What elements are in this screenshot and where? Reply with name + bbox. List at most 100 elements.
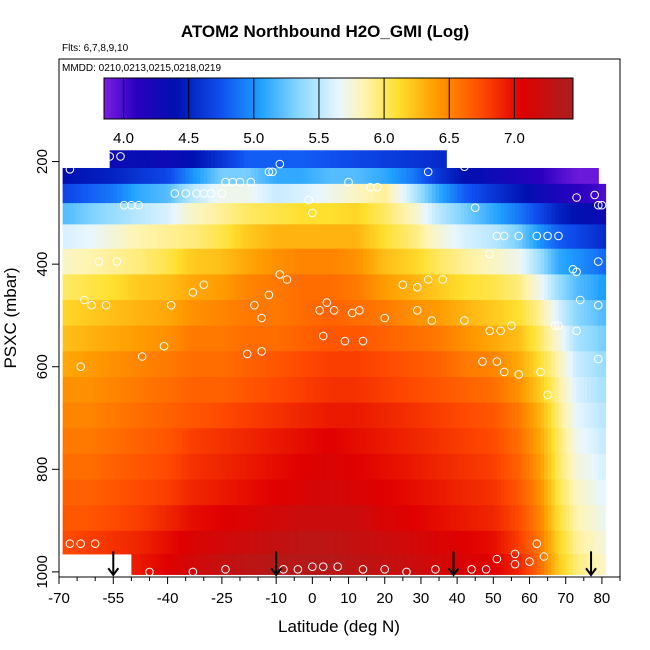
heatmap-cell — [428, 428, 433, 455]
heatmap-cell — [417, 274, 422, 301]
heatmap-cell — [290, 183, 295, 204]
heatmap-cell — [109, 183, 114, 204]
heatmap-cell — [272, 351, 277, 378]
heatmap-cell — [363, 300, 368, 327]
heatmap-cell — [525, 428, 531, 455]
heatmap-cell — [185, 376, 190, 404]
heatmap-cell — [348, 530, 353, 555]
heatmap-cell — [250, 167, 256, 185]
heatmap-cell — [424, 351, 429, 378]
heatmap-cell — [569, 402, 574, 429]
heatmap-cell — [160, 402, 165, 429]
heatmap-cell — [591, 453, 596, 481]
heatmap-cell — [279, 553, 284, 575]
heatmap-cell — [265, 553, 270, 575]
heatmap-cell — [587, 248, 592, 275]
heatmap-cell — [507, 325, 513, 352]
heatmap-cell — [446, 183, 451, 204]
heatmap-cell — [551, 224, 556, 250]
heatmap-cell — [478, 325, 484, 352]
observation-point — [65, 539, 75, 549]
heatmap-cell — [504, 530, 509, 555]
heatmap-cell — [428, 553, 433, 575]
observation-point — [554, 231, 563, 241]
heatmap-cell — [580, 325, 585, 352]
heatmap-cell — [467, 224, 473, 250]
heatmap-cell — [554, 248, 560, 275]
heatmap-cell — [388, 351, 393, 378]
heatmap-cell — [84, 183, 89, 204]
heatmap-cell — [142, 248, 147, 275]
heatmap-cell — [442, 183, 447, 204]
heatmap-cell — [149, 505, 154, 532]
heatmap-cell — [482, 505, 487, 532]
heatmap-cell — [551, 505, 556, 532]
y-tick-label: 1000 — [34, 555, 51, 588]
heatmap-cell — [576, 453, 581, 481]
heatmap-cell — [323, 553, 328, 575]
heatmap-cell — [467, 402, 473, 429]
heatmap-cell — [243, 150, 248, 169]
heatmap-cell — [337, 325, 342, 352]
heatmap-cell — [565, 300, 570, 327]
heatmap-cell — [283, 183, 288, 204]
heatmap-cell — [80, 505, 85, 532]
heatmap-cell — [402, 479, 408, 506]
heatmap-cell — [341, 325, 346, 352]
heatmap-cell — [551, 376, 556, 404]
heatmap-cell — [457, 530, 462, 555]
heatmap-cell — [363, 505, 368, 532]
heatmap-cell — [388, 553, 393, 575]
heatmap-cell — [290, 530, 295, 555]
heatmap-cell — [243, 376, 248, 404]
heatmap-cell — [305, 203, 310, 225]
heatmap-cell — [276, 248, 281, 275]
heatmap-cell — [207, 248, 212, 275]
heatmap-cell — [547, 530, 552, 555]
heatmap-cell — [576, 553, 581, 575]
heatmap-cell — [341, 553, 346, 575]
heatmap-cell — [591, 203, 596, 225]
heatmap-cell — [366, 351, 371, 378]
heatmap-cell — [182, 203, 187, 225]
heatmap-cell — [77, 248, 82, 275]
heatmap-cell — [591, 505, 596, 532]
heatmap-cell — [102, 248, 107, 275]
heatmap-cell — [587, 402, 592, 429]
heatmap-cell — [471, 479, 476, 506]
heatmap-cell — [254, 376, 259, 404]
observation-point — [188, 567, 198, 577]
heatmap-cell — [290, 150, 295, 169]
heatmap-cell — [301, 402, 306, 429]
heatmap-cell — [203, 203, 208, 225]
heatmap-cell — [66, 376, 71, 404]
heatmap-cell — [399, 203, 404, 225]
heatmap-cell — [135, 428, 140, 455]
heatmap-cell — [569, 167, 574, 185]
heatmap-cell — [565, 183, 570, 204]
heatmap-cell — [319, 224, 324, 250]
heatmap-cell — [565, 553, 570, 575]
heatmap-cell — [308, 530, 313, 555]
heatmap-cell — [529, 167, 534, 185]
heatmap-cell — [120, 248, 125, 275]
heatmap-cell — [265, 402, 270, 429]
heatmap-cell — [565, 224, 570, 250]
heatmap-cell — [301, 376, 306, 404]
heatmap-cell — [435, 351, 440, 378]
heatmap-cell — [127, 530, 132, 555]
heatmap-cell — [268, 274, 274, 301]
heatmap-cell — [471, 453, 476, 481]
heatmap-cell — [562, 376, 567, 404]
heatmap-cell — [428, 183, 433, 204]
heatmap-cell — [439, 167, 444, 185]
heatmap-cell — [149, 428, 154, 455]
observation-point — [333, 562, 343, 572]
heatmap-cell — [113, 428, 118, 455]
heatmap-cell — [283, 203, 288, 225]
heatmap-cell — [283, 150, 288, 169]
heatmap-cell — [435, 453, 440, 481]
heatmap-cell — [576, 376, 581, 404]
observation-point — [308, 208, 317, 218]
heatmap-cell — [402, 248, 408, 275]
